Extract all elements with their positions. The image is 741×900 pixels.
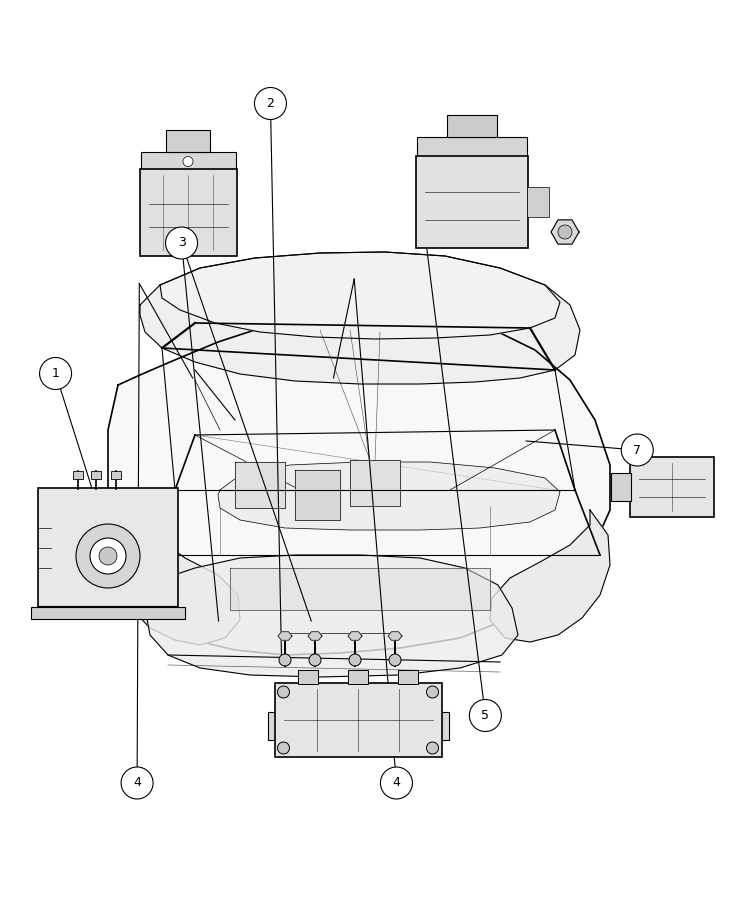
FancyBboxPatch shape [268,712,448,740]
FancyBboxPatch shape [73,471,83,479]
Text: 4: 4 [133,777,141,789]
Polygon shape [108,312,610,655]
Polygon shape [350,460,400,506]
Circle shape [427,742,439,754]
FancyBboxPatch shape [166,130,210,151]
Circle shape [90,538,126,574]
Circle shape [39,357,72,390]
Text: 1: 1 [52,367,59,380]
Circle shape [277,742,290,754]
Circle shape [254,87,287,120]
FancyBboxPatch shape [630,457,714,517]
FancyBboxPatch shape [416,156,528,248]
FancyBboxPatch shape [91,471,101,479]
Circle shape [389,654,401,666]
FancyBboxPatch shape [31,607,185,619]
Polygon shape [490,510,610,642]
Circle shape [121,767,153,799]
FancyBboxPatch shape [38,488,178,608]
Circle shape [309,654,321,666]
Polygon shape [348,632,362,640]
FancyBboxPatch shape [398,670,418,684]
Polygon shape [388,632,402,640]
Circle shape [279,654,291,666]
FancyBboxPatch shape [298,670,318,684]
Circle shape [76,524,140,588]
Text: 4: 4 [393,777,400,789]
Circle shape [165,227,198,259]
Polygon shape [235,462,285,508]
Polygon shape [108,500,240,645]
Text: 5: 5 [482,709,489,722]
FancyBboxPatch shape [527,187,549,217]
Circle shape [349,654,361,666]
Polygon shape [551,220,579,244]
Circle shape [558,225,572,239]
Polygon shape [308,632,322,640]
Polygon shape [140,252,580,384]
Text: 2: 2 [267,97,274,110]
Polygon shape [160,252,560,339]
FancyBboxPatch shape [417,137,527,161]
FancyBboxPatch shape [111,471,121,479]
FancyBboxPatch shape [274,683,442,757]
FancyBboxPatch shape [139,168,236,256]
Circle shape [99,547,117,565]
Circle shape [427,686,439,698]
Circle shape [183,157,193,166]
Polygon shape [218,462,560,530]
Polygon shape [278,632,292,640]
Circle shape [469,699,502,732]
Text: 7: 7 [634,444,641,456]
FancyBboxPatch shape [348,670,368,684]
Polygon shape [145,555,518,677]
FancyBboxPatch shape [141,151,236,174]
Circle shape [380,767,413,799]
Polygon shape [230,568,490,610]
Polygon shape [295,470,340,520]
FancyBboxPatch shape [611,473,631,501]
Circle shape [277,686,290,698]
Text: 3: 3 [178,237,185,249]
FancyBboxPatch shape [447,115,497,137]
Circle shape [621,434,654,466]
